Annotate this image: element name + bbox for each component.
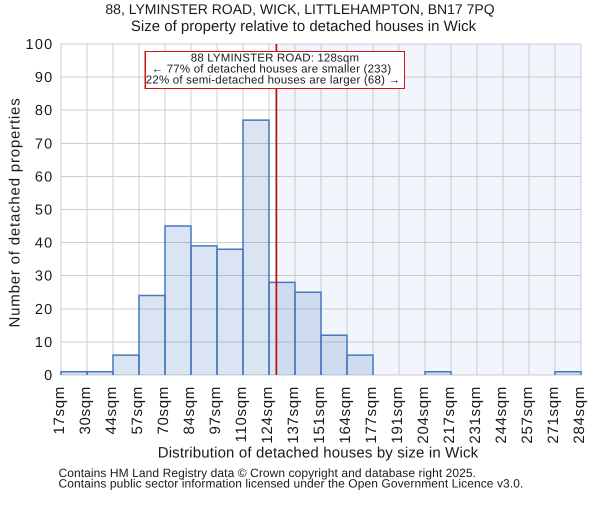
svg-text:Size of property relative to d: Size of property relative to detached ho…: [131, 18, 477, 35]
svg-text:88 LYMINSTER ROAD: 128sqm: 88 LYMINSTER ROAD: 128sqm: [191, 52, 359, 64]
svg-text:151sqm: 151sqm: [311, 386, 328, 444]
svg-text:60: 60: [35, 169, 54, 185]
svg-text:22% of semi-detached houses ar: 22% of semi-detached houses are larger (…: [146, 74, 400, 86]
svg-text:100: 100: [26, 37, 54, 53]
svg-text:231sqm: 231sqm: [467, 386, 484, 444]
svg-text:20: 20: [35, 302, 54, 318]
svg-text:40: 40: [35, 236, 54, 252]
svg-text:84sqm: 84sqm: [181, 386, 198, 435]
svg-text:137sqm: 137sqm: [285, 386, 302, 444]
svg-text:Contains HM Land Registry data: Contains HM Land Registry data © Crown c…: [59, 466, 477, 480]
svg-text:30sqm: 30sqm: [77, 386, 94, 435]
svg-text:97sqm: 97sqm: [207, 386, 224, 435]
svg-text:191sqm: 191sqm: [389, 386, 406, 444]
svg-text:90: 90: [35, 70, 54, 86]
svg-text:17sqm: 17sqm: [51, 386, 68, 435]
svg-text:204sqm: 204sqm: [415, 386, 432, 444]
svg-text:284sqm: 284sqm: [571, 386, 588, 444]
svg-text:244sqm: 244sqm: [493, 386, 510, 444]
svg-text:271sqm: 271sqm: [545, 386, 562, 444]
svg-text:44sqm: 44sqm: [103, 386, 120, 435]
svg-text:50: 50: [35, 203, 54, 219]
svg-text:10: 10: [35, 335, 54, 351]
svg-text:177sqm: 177sqm: [363, 386, 380, 444]
svg-text:257sqm: 257sqm: [519, 386, 536, 444]
svg-text:164sqm: 164sqm: [337, 386, 354, 444]
svg-text:Number of detached properties: Number of detached properties: [7, 98, 24, 328]
svg-text:217sqm: 217sqm: [441, 386, 458, 444]
svg-text:70: 70: [35, 136, 54, 152]
svg-text:← 77% of detached houses are s: ← 77% of detached houses are smaller (23…: [152, 63, 392, 75]
svg-text:80: 80: [35, 103, 54, 119]
svg-text:Contains public sector informa: Contains public sector information licen…: [59, 477, 524, 491]
svg-text:124sqm: 124sqm: [259, 386, 276, 444]
svg-text:0: 0: [44, 368, 53, 384]
svg-text:88, LYMINSTER ROAD, WICK, LITT: 88, LYMINSTER ROAD, WICK, LITTLEHAMPTON,…: [105, 1, 494, 17]
svg-text:Distribution of detached house: Distribution of detached houses by size …: [158, 445, 479, 462]
svg-text:70sqm: 70sqm: [155, 386, 172, 435]
svg-text:30: 30: [35, 269, 54, 285]
svg-text:57sqm: 57sqm: [129, 386, 146, 435]
svg-text:110sqm: 110sqm: [233, 386, 250, 442]
